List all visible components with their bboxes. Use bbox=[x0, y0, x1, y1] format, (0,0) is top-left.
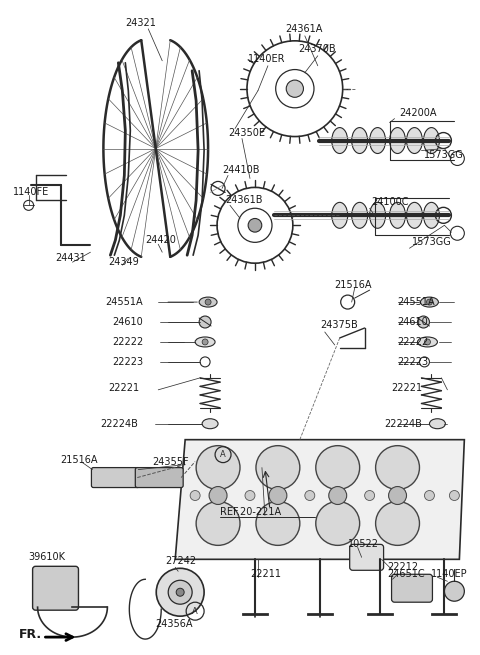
Ellipse shape bbox=[332, 128, 348, 153]
FancyBboxPatch shape bbox=[33, 567, 78, 610]
Text: 22221: 22221 bbox=[392, 383, 423, 393]
Circle shape bbox=[424, 339, 431, 345]
Ellipse shape bbox=[352, 128, 368, 153]
Circle shape bbox=[196, 445, 240, 489]
Text: 10522: 10522 bbox=[348, 539, 379, 550]
Text: 22222: 22222 bbox=[112, 337, 144, 347]
Circle shape bbox=[202, 339, 208, 345]
Text: A: A bbox=[220, 450, 226, 459]
FancyBboxPatch shape bbox=[135, 468, 183, 487]
Text: FR.: FR. bbox=[19, 627, 42, 641]
Text: 24321: 24321 bbox=[125, 18, 156, 28]
Circle shape bbox=[389, 487, 407, 504]
Ellipse shape bbox=[418, 337, 437, 347]
Circle shape bbox=[196, 502, 240, 546]
Circle shape bbox=[256, 502, 300, 546]
Text: 22222: 22222 bbox=[397, 337, 429, 347]
Text: 21516A: 21516A bbox=[60, 455, 98, 464]
Text: 24610: 24610 bbox=[397, 317, 428, 327]
FancyBboxPatch shape bbox=[350, 544, 384, 571]
Text: 24420: 24420 bbox=[145, 235, 176, 245]
Text: 24551A: 24551A bbox=[106, 297, 143, 307]
Text: 24361B: 24361B bbox=[225, 195, 263, 206]
Circle shape bbox=[245, 491, 255, 500]
Circle shape bbox=[316, 502, 360, 546]
Text: 27242: 27242 bbox=[165, 556, 196, 567]
Text: 22224B: 22224B bbox=[100, 419, 138, 429]
Ellipse shape bbox=[390, 128, 406, 153]
Text: 24100C: 24100C bbox=[372, 197, 409, 208]
Ellipse shape bbox=[195, 337, 215, 347]
Circle shape bbox=[426, 299, 432, 305]
Circle shape bbox=[316, 445, 360, 489]
Circle shape bbox=[168, 580, 192, 604]
Ellipse shape bbox=[407, 202, 422, 229]
Text: 1573GG: 1573GG bbox=[423, 151, 463, 160]
Circle shape bbox=[256, 445, 300, 489]
Text: 22211: 22211 bbox=[250, 569, 281, 579]
Text: 1573GG: 1573GG bbox=[411, 237, 451, 247]
Text: REF.20-221A: REF.20-221A bbox=[220, 508, 281, 517]
Ellipse shape bbox=[199, 297, 217, 307]
Circle shape bbox=[269, 487, 287, 504]
Text: 24349: 24349 bbox=[108, 257, 139, 267]
Text: 39610K: 39610K bbox=[29, 552, 66, 563]
Text: 24200A: 24200A bbox=[399, 107, 437, 118]
Text: 22223: 22223 bbox=[112, 357, 144, 367]
Text: 24431: 24431 bbox=[56, 253, 86, 263]
Ellipse shape bbox=[332, 202, 348, 229]
Ellipse shape bbox=[423, 202, 439, 229]
Text: 21516A: 21516A bbox=[335, 280, 372, 290]
Text: 1140EP: 1140EP bbox=[432, 569, 468, 579]
FancyBboxPatch shape bbox=[392, 574, 432, 602]
Circle shape bbox=[449, 491, 459, 500]
Text: 24361A: 24361A bbox=[285, 24, 322, 34]
Ellipse shape bbox=[420, 297, 438, 307]
Circle shape bbox=[156, 569, 204, 616]
Text: 22221: 22221 bbox=[108, 383, 140, 393]
Text: 22212: 22212 bbox=[387, 562, 419, 572]
Circle shape bbox=[424, 491, 434, 500]
Ellipse shape bbox=[407, 128, 422, 153]
Ellipse shape bbox=[352, 202, 368, 229]
Circle shape bbox=[286, 80, 303, 98]
Text: 24410B: 24410B bbox=[222, 166, 260, 176]
Text: 22223: 22223 bbox=[397, 357, 429, 367]
Circle shape bbox=[205, 299, 211, 305]
Text: 22224B: 22224B bbox=[384, 419, 422, 429]
Text: 1140FE: 1140FE bbox=[12, 187, 49, 197]
Ellipse shape bbox=[370, 202, 385, 229]
Circle shape bbox=[190, 491, 200, 500]
Text: 24350E: 24350E bbox=[228, 128, 265, 138]
Ellipse shape bbox=[423, 128, 439, 153]
Text: 24375B: 24375B bbox=[320, 320, 358, 330]
Circle shape bbox=[376, 445, 420, 489]
Circle shape bbox=[418, 316, 430, 328]
Circle shape bbox=[199, 316, 211, 328]
Text: 24651C: 24651C bbox=[387, 569, 425, 579]
Text: 24370B: 24370B bbox=[298, 44, 336, 54]
Ellipse shape bbox=[390, 202, 406, 229]
Circle shape bbox=[305, 491, 315, 500]
Circle shape bbox=[329, 487, 347, 504]
Circle shape bbox=[376, 502, 420, 546]
Circle shape bbox=[365, 491, 374, 500]
Circle shape bbox=[176, 588, 184, 596]
Text: 24355F: 24355F bbox=[152, 457, 189, 466]
Polygon shape bbox=[175, 440, 464, 559]
Text: 24356A: 24356A bbox=[155, 619, 193, 629]
Text: 1140ER: 1140ER bbox=[248, 54, 286, 64]
Circle shape bbox=[444, 581, 464, 601]
Circle shape bbox=[209, 487, 227, 504]
Ellipse shape bbox=[370, 128, 385, 153]
Ellipse shape bbox=[202, 419, 218, 429]
Text: 24610: 24610 bbox=[112, 317, 143, 327]
Text: 24551A: 24551A bbox=[397, 297, 435, 307]
Ellipse shape bbox=[430, 419, 445, 429]
FancyBboxPatch shape bbox=[91, 468, 139, 487]
Circle shape bbox=[248, 219, 262, 232]
Text: A: A bbox=[192, 607, 198, 616]
